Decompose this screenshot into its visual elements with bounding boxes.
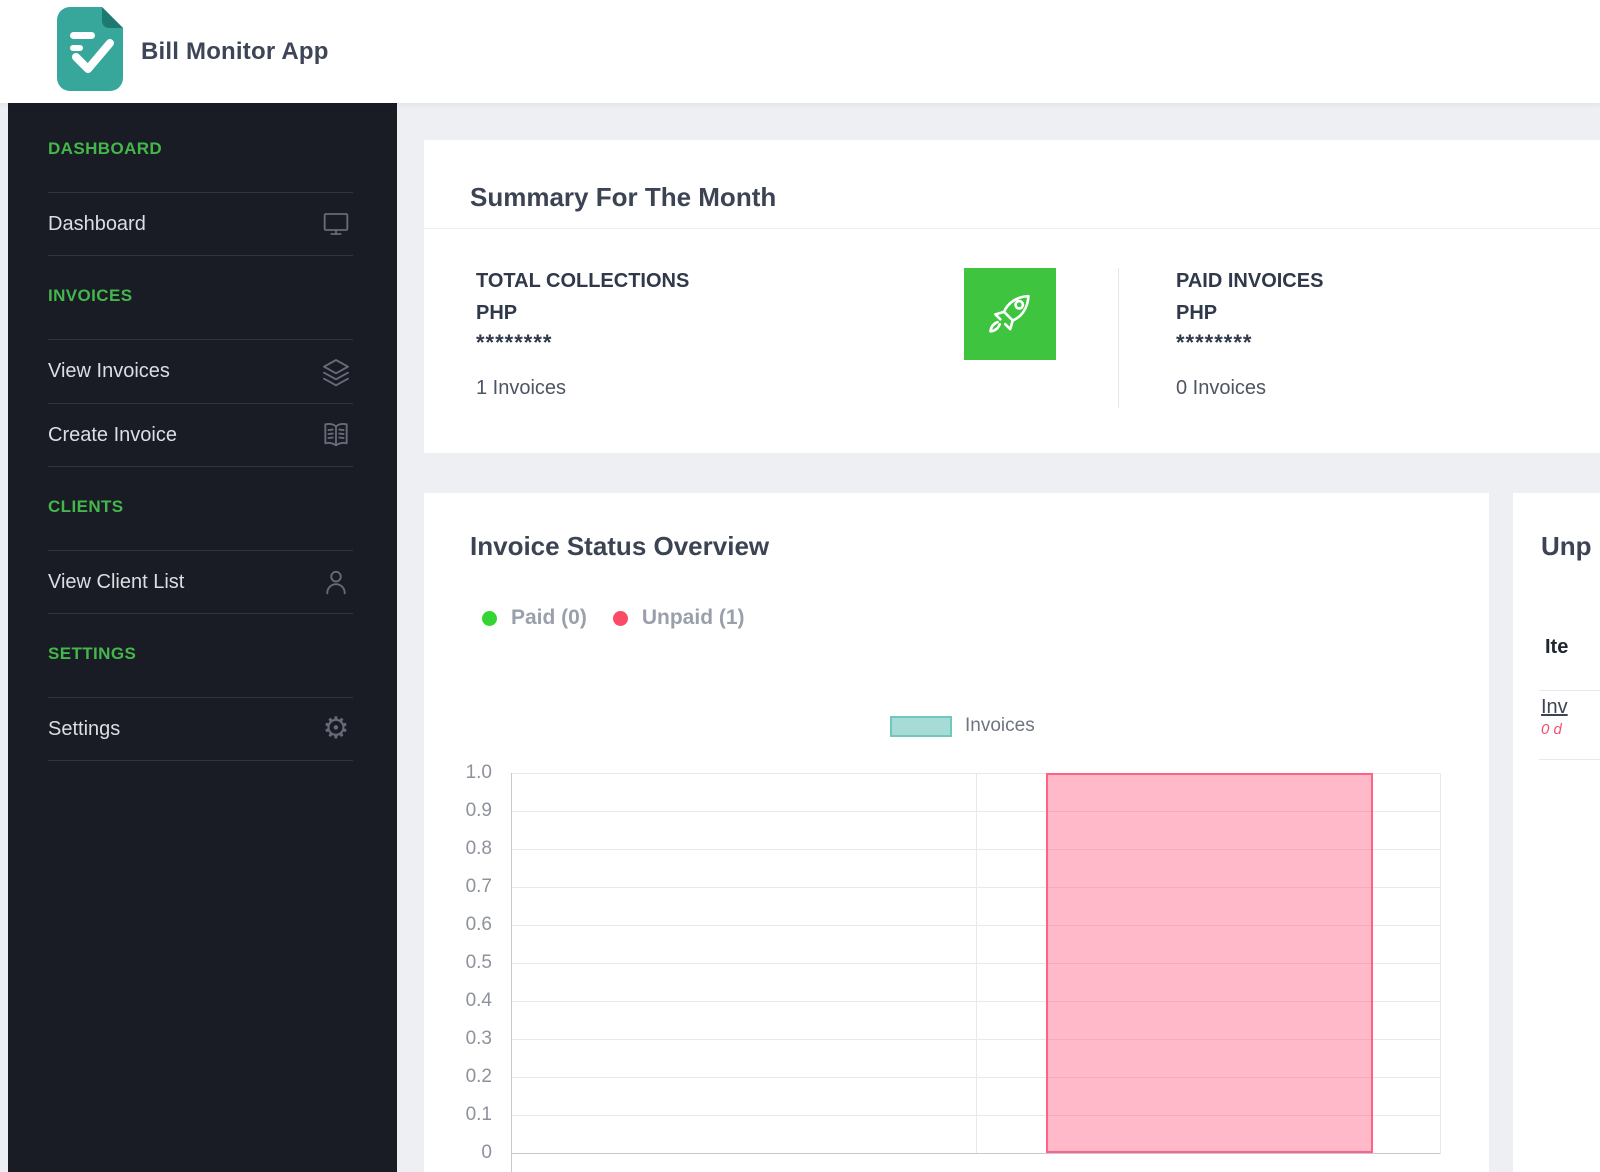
sidebar-section-settings: SETTINGS Settings ⚙ [8, 644, 397, 761]
invoice-status-card: Invoice Status Overview Paid (0) Unpaid … [424, 493, 1489, 1172]
status-legend: Paid (0) Unpaid (1) [482, 606, 745, 630]
user-icon [319, 565, 353, 599]
y-axis-tick-labels: 1.0 0.9 0.8 0.7 0.6 0.5 0.4 0.3 0.2 0.1 0 [424, 762, 500, 1163]
y-tick-label: 0.5 [465, 952, 492, 973]
y-tick-label: 0.9 [465, 800, 492, 821]
unpaid-table-divider [1539, 759, 1600, 760]
paid-invoices-stat: PAID INVOICES PHP ******** 0 Invoices [1176, 270, 1600, 400]
total-collections-amount: ******** [476, 330, 553, 355]
open-book-icon [319, 418, 353, 452]
paid-dot-icon [482, 610, 497, 626]
y-tick-label: 0.4 [465, 990, 492, 1011]
y-tick-label: 1.0 [465, 762, 492, 783]
y-tick-label: 0.3 [465, 1028, 492, 1049]
sidebar-item-dashboard[interactable]: Dashboard [48, 192, 353, 256]
sidebar-item-view-client-list[interactable]: View Client List [48, 550, 353, 614]
sidebar-section-invoices: INVOICES View Invoices Create Invoice [8, 286, 397, 467]
vertical-gridline [976, 773, 977, 1154]
summary-divider [424, 228, 1600, 229]
paid-invoices-amount: ******** [1176, 330, 1253, 355]
gear-icon: ⚙ [322, 711, 350, 746]
sidebar-heading-clients: CLIENTS [48, 497, 124, 516]
x-axis-line [512, 1153, 1440, 1154]
y-tick-label: 0.1 [465, 1104, 492, 1125]
legend-paid: Paid (0) [482, 606, 587, 630]
sidebar-item-create-invoice[interactable]: Create Invoice [48, 403, 353, 467]
vertical-gridline [1440, 773, 1441, 1154]
bar-chart-plot [511, 773, 1441, 1172]
chart-legend-swatch [890, 715, 952, 737]
app-header: Bill Monitor App [0, 0, 1600, 103]
unpaid-card-title: Unp [1541, 531, 1592, 561]
y-tick-label: 0.2 [465, 1066, 492, 1087]
sidebar-item-settings[interactable]: Settings ⚙ [48, 697, 353, 761]
summary-vertical-divider [1118, 268, 1119, 408]
sidebar-section-dashboard: DASHBOARD Dashboard [8, 139, 397, 256]
unpaid-bar[interactable] [1046, 773, 1373, 1153]
rocket-icon [964, 268, 1056, 360]
unpaid-invoices-card: Unp Ite Inv 0 d [1513, 493, 1600, 1172]
monitor-icon [319, 207, 353, 241]
y-tick-label: 0.8 [465, 838, 492, 859]
summary-card: Summary For The Month TOTAL COLLECTIONS … [424, 140, 1600, 453]
unpaid-table-divider [1539, 690, 1600, 691]
paid-invoices-count: 0 Invoices [1176, 377, 1267, 399]
sidebar-heading-dashboard: DASHBOARD [48, 139, 163, 158]
y-tick-label: 0.7 [465, 876, 492, 897]
y-tick-label: 0.6 [465, 914, 492, 935]
sidebar-heading-invoices: INVOICES [48, 286, 133, 305]
y-tick-label: 0 [481, 1142, 492, 1163]
brand: Bill Monitor App [0, 7, 329, 96]
total-collections-label: TOTAL COLLECTIONS [476, 270, 690, 292]
invoice-status-title: Invoice Status Overview [470, 531, 770, 561]
total-collections-stat: TOTAL COLLECTIONS PHP ******** 1 Invoice… [476, 270, 906, 400]
app-logo-icon [57, 7, 123, 96]
total-collections-currency: PHP [476, 302, 518, 324]
due-note: 0 d [1541, 721, 1562, 738]
chart-legend-label: Invoices [965, 715, 1035, 736]
unpaid-dot-icon [612, 610, 628, 626]
summary-card-title: Summary For The Month [470, 182, 777, 212]
app-title: Bill Monitor App [141, 37, 329, 65]
layers-icon [319, 355, 353, 389]
sidebar-heading-settings: SETTINGS [48, 644, 137, 663]
legend-unpaid: Unpaid (1) [612, 606, 745, 630]
unpaid-table-column-header: Ite [1545, 636, 1569, 658]
sidebar-section-clients: CLIENTS View Client List [8, 497, 397, 614]
total-collections-count: 1 Invoices [476, 377, 567, 399]
paid-invoices-label: PAID INVOICES [1176, 270, 1324, 292]
paid-invoices-currency: PHP [1176, 302, 1218, 324]
sidebar: DASHBOARD Dashboard INVOICES View Invoic… [8, 103, 397, 1172]
invoice-link[interactable]: Inv [1541, 696, 1568, 718]
sidebar-item-view-invoices[interactable]: View Invoices [48, 339, 353, 403]
chart-legend[interactable]: Invoices [890, 715, 1035, 737]
